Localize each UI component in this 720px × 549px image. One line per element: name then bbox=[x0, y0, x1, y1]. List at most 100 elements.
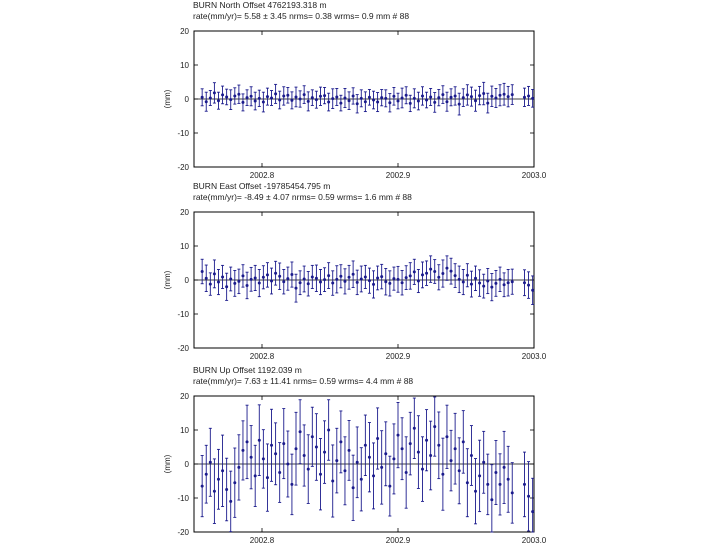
east-panel-title: BURN East Offset -19785454.795 m bbox=[193, 181, 331, 191]
data-point bbox=[323, 94, 327, 98]
data-point bbox=[457, 469, 461, 473]
y-axis-label: (mm) bbox=[163, 454, 172, 473]
data-point bbox=[400, 96, 404, 100]
data-point bbox=[376, 100, 380, 104]
data-point bbox=[506, 95, 510, 99]
up-panel-stats: rate(mm/yr)= 7.63 ± 11.41 nrms= 0.59 wrm… bbox=[193, 376, 414, 386]
east-panel-stats: rate(mm/yr)= -8.49 ± 4.07 nrms= 0.59 wrm… bbox=[193, 192, 412, 202]
data-point bbox=[396, 433, 400, 437]
data-point bbox=[363, 443, 367, 447]
data-point bbox=[241, 448, 245, 452]
data-point bbox=[461, 440, 465, 444]
data-point bbox=[274, 92, 278, 96]
data-point bbox=[486, 279, 490, 283]
data-point bbox=[347, 99, 351, 103]
data-point bbox=[233, 481, 237, 485]
data-point bbox=[461, 96, 465, 100]
data-point bbox=[457, 102, 461, 106]
data-point bbox=[445, 266, 449, 270]
data-point bbox=[502, 92, 506, 96]
x-tick-label: 2002.8 bbox=[250, 352, 275, 361]
data-point bbox=[522, 281, 526, 285]
data-point bbox=[388, 101, 392, 105]
data-point bbox=[396, 277, 400, 281]
data-point bbox=[351, 94, 355, 98]
data-point bbox=[233, 94, 237, 98]
data-point bbox=[310, 435, 314, 439]
y-axis-label: (mm) bbox=[163, 89, 172, 108]
data-point bbox=[416, 450, 420, 454]
data-point bbox=[294, 95, 298, 99]
data-point bbox=[506, 281, 510, 285]
y-tick-label: -10 bbox=[177, 494, 189, 503]
x-tick-label: 2003.0 bbox=[522, 352, 547, 361]
data-point bbox=[429, 454, 433, 457]
y-tick-label: -10 bbox=[177, 129, 189, 138]
data-point bbox=[376, 437, 380, 440]
data-point bbox=[408, 442, 412, 446]
data-point bbox=[502, 465, 506, 469]
data-point bbox=[478, 94, 482, 98]
data-point bbox=[298, 430, 302, 434]
data-point bbox=[416, 279, 420, 283]
data-point bbox=[339, 101, 343, 105]
y-tick-label: 0 bbox=[185, 95, 190, 104]
y-tick-label: -20 bbox=[177, 163, 189, 172]
data-point bbox=[490, 498, 494, 502]
data-point bbox=[445, 100, 449, 104]
data-point bbox=[249, 94, 253, 98]
data-point bbox=[429, 95, 433, 99]
up-panel-title: BURN Up Offset 1192.039 m bbox=[193, 365, 302, 375]
data-point bbox=[270, 96, 274, 100]
y-tick-label: 10 bbox=[180, 61, 189, 70]
data-point bbox=[286, 277, 290, 281]
data-point bbox=[278, 274, 282, 278]
data-point bbox=[233, 281, 237, 285]
data-point bbox=[229, 98, 233, 102]
data-point bbox=[335, 459, 339, 463]
x-tick-label: 2002.8 bbox=[250, 171, 275, 180]
data-point bbox=[261, 100, 265, 104]
data-point bbox=[420, 94, 424, 98]
y-tick-label: 20 bbox=[180, 27, 189, 36]
data-point bbox=[212, 91, 216, 95]
data-point bbox=[510, 280, 514, 284]
data-point bbox=[343, 279, 347, 283]
data-point bbox=[204, 472, 208, 476]
data-point bbox=[510, 491, 514, 495]
data-point bbox=[200, 484, 204, 488]
data-point bbox=[453, 274, 457, 278]
data-point bbox=[469, 95, 473, 99]
data-point bbox=[237, 92, 241, 96]
data-point bbox=[274, 271, 278, 275]
data-point bbox=[257, 96, 261, 100]
data-point bbox=[498, 482, 502, 486]
data-point bbox=[310, 275, 314, 279]
data-point bbox=[204, 276, 208, 280]
data-point bbox=[494, 96, 498, 100]
data-point bbox=[282, 94, 286, 98]
data-point bbox=[494, 471, 498, 474]
north-plot: 20 10 0 -10 -20 (mm) 2002.8 2002.9 2003.0 bbox=[163, 27, 547, 180]
up-plot: 20 10 0 -10 -20 (mm) 2002.8 2002.9 2003.0 bbox=[163, 392, 547, 545]
x-tick-label: 2002.9 bbox=[386, 536, 411, 545]
data-point bbox=[221, 275, 225, 279]
data-point bbox=[482, 284, 486, 288]
data-point bbox=[416, 99, 420, 103]
data-point bbox=[437, 443, 441, 447]
data-point bbox=[445, 435, 449, 439]
data-point bbox=[420, 467, 424, 471]
data-point bbox=[527, 94, 531, 98]
data-point bbox=[339, 274, 343, 278]
data-point bbox=[359, 96, 363, 100]
data-point bbox=[347, 275, 351, 279]
data-point bbox=[318, 94, 322, 98]
data-point bbox=[208, 282, 212, 286]
data-point bbox=[270, 279, 274, 283]
data-point bbox=[286, 462, 290, 466]
data-point bbox=[384, 452, 388, 456]
data-point bbox=[412, 270, 416, 274]
data-point bbox=[478, 474, 482, 478]
data-point bbox=[425, 271, 429, 275]
